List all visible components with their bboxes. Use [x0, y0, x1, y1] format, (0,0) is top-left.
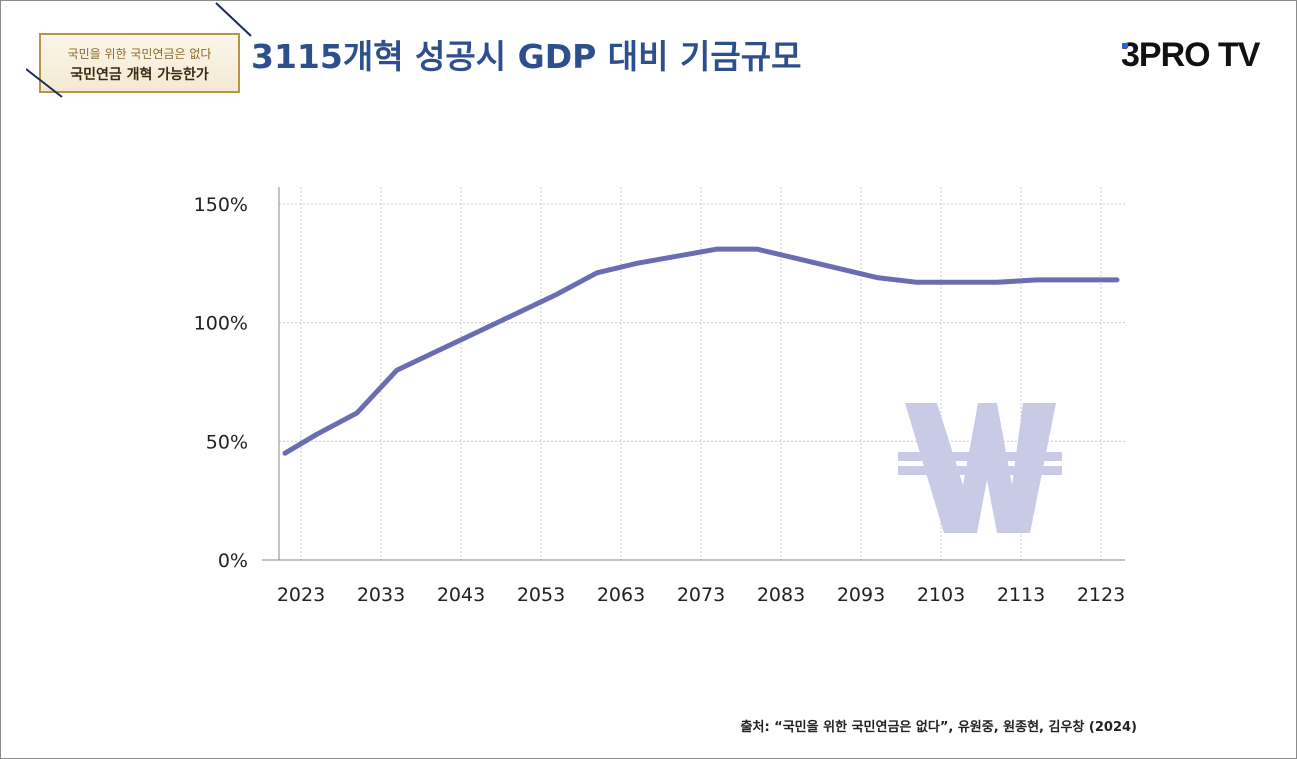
y-tick-label: 0%: [218, 550, 248, 572]
x-tick-label: 2033: [357, 584, 405, 606]
x-tick-label: 2073: [677, 584, 725, 606]
x-tick-label: 2113: [997, 584, 1045, 606]
badge-title: 국민연금 개혁 가능한가: [70, 67, 209, 83]
x-tick-label: 2083: [757, 584, 805, 606]
y-tick-label: 50%: [206, 431, 248, 453]
axes: [262, 187, 1125, 561]
x-tick-label: 2053: [517, 584, 565, 606]
channel-logo: 3PRO TV: [1121, 36, 1260, 74]
x-tick-label: 2103: [917, 584, 965, 606]
logo-accent: [1122, 43, 1128, 48]
x-tick-label: 2093: [837, 584, 885, 606]
x-tick-label: 2123: [1077, 584, 1125, 606]
badge-subtitle: 국민을 위한 국민연금은 없다: [67, 47, 212, 61]
x-tick-label: 2043: [437, 584, 485, 606]
tick-labels: 0% 50% 100% 150% 2023 2033 2043 2053 2063 2073 208…: [194, 194, 1126, 606]
x-tick-label: 2023: [277, 584, 325, 606]
series-badge: 국민을 위한 국민연금은 없다 국민연금 개혁 가능한가: [39, 33, 240, 93]
y-tick-label: 150%: [194, 194, 248, 216]
won-sign-icon: [898, 403, 1062, 533]
x-tick-label: 2063: [597, 584, 645, 606]
page-title: 3115개혁 성공시 GDP 대비 기금규모: [251, 37, 802, 76]
y-tick-label: 100%: [194, 313, 248, 335]
source-citation: 출처: “국민을 위한 국민연금은 없다”, 유원중, 원종현, 김우창 (20…: [740, 720, 1137, 735]
series-line-path: [282, 246, 1120, 456]
series-line: [282, 246, 1120, 456]
badge-slash-decoration: [26, 2, 252, 98]
